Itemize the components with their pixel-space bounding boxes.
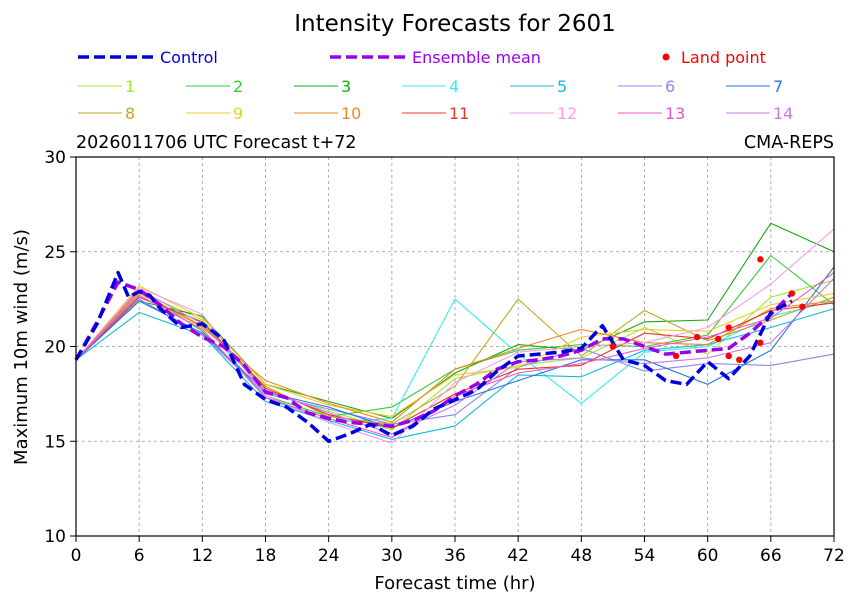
member-line-9 <box>75 285 835 418</box>
member-line-10 <box>75 290 835 423</box>
x-tick-label: 36 <box>444 546 466 566</box>
x-tick-label: 48 <box>571 546 593 566</box>
ensemble-mean-legend-label: Ensemble mean <box>412 48 541 67</box>
y-tick-label: 30 <box>44 148 66 168</box>
land-point-marker <box>609 343 617 350</box>
chart-title: Intensity Forecasts for 2601 <box>294 11 616 37</box>
member-12-legend-label: 12 <box>557 104 577 123</box>
x-tick-label: 6 <box>134 546 145 566</box>
control-legend-label: Control <box>160 48 218 67</box>
x-tick-label: 60 <box>697 546 719 566</box>
y-axis-ticks: 10 15 20 25 30 <box>44 148 76 547</box>
y-tick-label: 15 <box>44 432 66 452</box>
y-axis-label: Maximum 10m wind (m/s) <box>11 229 32 465</box>
forecast-run-label: 2026011706 UTC Forecast t+72 <box>76 133 357 153</box>
member-2-legend-label: 2 <box>233 77 243 96</box>
x-tick-label: 54 <box>634 546 656 566</box>
land-point-marker <box>672 352 680 360</box>
member-1-legend-label: 1 <box>125 77 135 96</box>
x-tick-label: 30 <box>381 546 403 566</box>
y-tick-label: 20 <box>44 338 66 358</box>
land-point-marker <box>757 256 764 263</box>
land-point-marker <box>736 356 743 363</box>
member-14-legend-label: 14 <box>773 104 793 123</box>
member-line-13 <box>75 272 835 439</box>
x-tick-label: 12 <box>192 546 214 566</box>
ensemble-mean-line <box>74 280 794 428</box>
x-tick-label: 18 <box>255 546 277 566</box>
member-9-legend-label: 9 <box>233 104 243 123</box>
land-point-marker <box>757 339 764 346</box>
land-point-legend-swatch <box>662 53 670 61</box>
x-axis-ticks: 0 6 12 18 24 30 36 42 48 54 60 66 72 <box>71 536 845 566</box>
x-tick-label: 42 <box>507 546 529 566</box>
land-point-legend-label: Land point <box>681 48 766 67</box>
member-7-legend-label: 7 <box>773 77 783 96</box>
land-point-marker <box>693 333 701 341</box>
member-13-legend-label: 13 <box>665 104 685 123</box>
x-axis-label: Forecast time (hr) <box>374 573 535 594</box>
member-5-legend-label: 5 <box>557 77 567 96</box>
member-line-12 <box>75 228 835 444</box>
y-tick-label: 10 <box>44 527 66 547</box>
member-3-legend-label: 3 <box>341 77 351 96</box>
land-point-markers <box>609 256 806 363</box>
member-4-legend-label: 4 <box>449 77 459 96</box>
y-tick-label: 25 <box>44 243 66 263</box>
land-point-marker <box>714 335 722 343</box>
model-name-label: CMA-REPS <box>744 133 834 153</box>
land-point-marker <box>725 324 732 331</box>
land-point-marker <box>725 352 732 360</box>
land-point-marker <box>799 303 806 310</box>
member-line-1 <box>75 279 835 431</box>
member-8-legend-label: 8 <box>125 104 135 123</box>
x-tick-label: 0 <box>71 546 82 566</box>
member-6-legend-label: 6 <box>665 77 675 96</box>
x-tick-label: 24 <box>318 546 340 566</box>
member-line-3 <box>75 222 835 420</box>
main-series <box>74 270 794 444</box>
x-tick-label: 66 <box>760 546 782 566</box>
grid-lines <box>76 157 834 536</box>
control-line <box>74 270 793 444</box>
member-11-legend-label: 11 <box>449 104 469 123</box>
land-point-marker <box>788 290 796 297</box>
x-tick-label: 72 <box>823 546 845 566</box>
member-10-legend-label: 10 <box>341 104 361 123</box>
